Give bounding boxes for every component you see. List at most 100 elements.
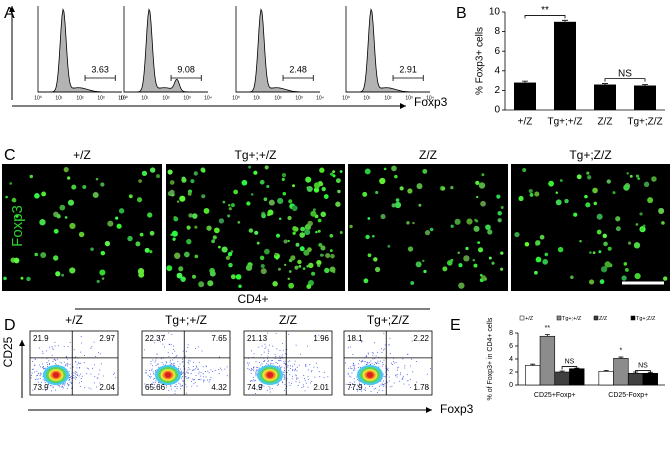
event: [275, 361, 277, 363]
event: [55, 359, 57, 361]
event: [42, 363, 44, 365]
event: [268, 385, 270, 387]
event: [165, 384, 167, 386]
panel-label: D: [4, 317, 16, 334]
legend-label: +/Z: [525, 316, 534, 322]
event: [382, 373, 384, 375]
cell: [26, 276, 31, 282]
event: [99, 369, 101, 371]
event: [268, 350, 270, 352]
cell: [555, 199, 562, 206]
cell: [479, 273, 483, 277]
legend-label: Z/Z: [599, 316, 608, 322]
event: [267, 349, 269, 351]
event: [204, 370, 206, 372]
cell: [407, 188, 413, 194]
event: [57, 385, 59, 387]
cell: [391, 165, 397, 172]
event: [401, 379, 403, 381]
event: [32, 368, 34, 370]
cell: [281, 177, 285, 181]
cell: [274, 252, 278, 256]
quadrant-value: 2.97: [99, 334, 115, 343]
event: [209, 379, 211, 381]
cell: [557, 246, 564, 253]
cell: [474, 218, 477, 222]
event: [163, 334, 165, 336]
event: [267, 352, 269, 354]
legend-swatch: [593, 315, 599, 321]
event: [42, 367, 44, 369]
event: [289, 367, 291, 369]
event: [171, 333, 173, 335]
event: [68, 371, 70, 373]
column-label: +/Z: [73, 148, 91, 162]
cell: [295, 242, 300, 247]
event: [429, 368, 431, 370]
cell: [190, 179, 195, 184]
event: [74, 371, 76, 373]
event: [287, 366, 289, 368]
cell: [586, 171, 590, 175]
axis-tick-label: 10³: [405, 95, 413, 101]
event: [353, 366, 355, 368]
event: [56, 359, 58, 361]
event: [269, 387, 271, 389]
column-label: Tg+;Z/Z: [367, 313, 409, 327]
event: [68, 380, 70, 382]
cell: [221, 246, 228, 253]
event: [202, 373, 204, 375]
event: [377, 351, 379, 353]
event: [149, 373, 151, 375]
event: [157, 363, 159, 365]
event: [187, 372, 189, 374]
event: [73, 377, 75, 379]
event: [284, 370, 286, 372]
event: [309, 364, 311, 366]
cell: [246, 201, 251, 206]
event: [39, 375, 41, 377]
cell: [335, 201, 341, 207]
event: [383, 359, 385, 361]
event: [383, 375, 385, 377]
event: [361, 390, 363, 392]
cell: [149, 230, 155, 236]
event: [279, 350, 281, 352]
density: [366, 372, 374, 378]
cell: [387, 244, 391, 248]
event: [391, 385, 393, 387]
event: [174, 385, 176, 387]
event: [292, 365, 294, 367]
cell: [394, 201, 402, 209]
micrograph-bg: [2, 164, 162, 291]
bracket: [604, 78, 646, 82]
event: [97, 377, 99, 379]
event: [195, 374, 197, 376]
cell: [380, 213, 386, 220]
event: [37, 374, 39, 376]
cell: [603, 241, 608, 247]
cell: [330, 253, 335, 259]
event: [248, 364, 250, 366]
event: [396, 373, 398, 375]
event: [54, 345, 56, 347]
legend-swatch: [519, 315, 525, 321]
cell: [59, 204, 66, 211]
event: [253, 367, 255, 369]
event: [197, 368, 199, 370]
event: [255, 370, 257, 372]
cell: [323, 194, 329, 199]
micrograph: [2, 164, 162, 291]
cell: [623, 184, 630, 191]
x-axis-label: Foxp3: [440, 402, 474, 416]
cell: [101, 277, 105, 280]
event: [181, 377, 183, 379]
cell: [268, 199, 275, 206]
event: [369, 362, 371, 364]
event: [304, 390, 306, 392]
event: [64, 382, 66, 384]
event: [69, 363, 71, 365]
cell: [407, 246, 414, 252]
event: [155, 359, 157, 361]
event: [345, 383, 347, 385]
